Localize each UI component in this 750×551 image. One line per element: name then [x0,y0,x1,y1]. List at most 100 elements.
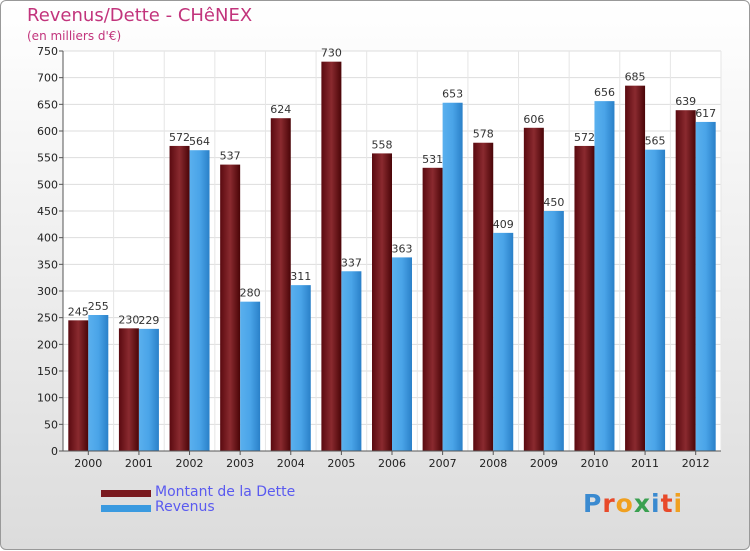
bar-revenus-2012 [695,121,716,451]
y-tick-label: 200 [37,338,58,351]
bar-dette-2007 [422,167,443,452]
x-tick-label: 2001 [125,457,153,470]
data-label-revenus-2007: 653 [442,88,463,101]
bar-revenus-2010 [594,101,615,451]
data-label-revenus-2009: 450 [543,196,564,209]
data-label-dette-2008: 578 [473,128,494,141]
y-tick-label: 50 [44,418,58,431]
bars [68,61,716,452]
data-label-revenus-2006: 363 [392,242,413,255]
y-tick-label: 300 [37,285,58,298]
x-tick-label: 2008 [479,457,507,470]
bar-dette-2001 [118,328,139,451]
bar-revenus-2011 [645,149,666,451]
y-tick-label: 450 [37,205,58,218]
data-label-dette-2010: 572 [574,131,595,144]
bar-dette-2006 [372,153,392,451]
data-label-dette-2002: 572 [169,131,190,144]
y-tick-label: 100 [37,392,58,405]
data-label-revenus-2010: 656 [594,86,615,99]
data-label-dette-2005: 730 [321,47,342,60]
x-tick-label: 2012 [682,457,710,470]
data-label-revenus-2012: 617 [695,107,716,120]
data-label-dette-2007: 531 [422,153,443,166]
x-tick-label: 2005 [327,457,355,470]
data-label-dette-2003: 537 [220,150,241,163]
data-label-dette-2000: 245 [68,305,89,318]
data-label-dette-2009: 606 [523,113,544,126]
bar-dette-2008 [473,142,494,451]
data-label-dette-2001: 230 [118,313,139,326]
bar-dette-2005 [321,61,342,452]
bar-revenus-2007 [442,102,463,451]
logo-letter: i [651,489,661,518]
bar-revenus-2003 [240,301,261,451]
y-tick-label: 700 [37,72,58,85]
data-label-revenus-2005: 337 [341,256,362,269]
data-label-revenus-2001: 229 [138,314,159,327]
proxiti-logo: Proxiti [583,489,683,518]
bar-revenus-2006 [392,257,412,451]
chart-subtitle: (en milliers d'€) [27,29,122,43]
y-tick-label: 600 [37,125,58,138]
y-tick-label: 0 [51,445,58,458]
chart-title: Revenus/Dette - CHêNEX [27,5,253,26]
y-tick-label: 150 [37,365,58,378]
bar-dette-2011 [625,85,646,452]
x-tick-label: 2010 [580,457,608,470]
x-tick-label: 2002 [176,457,204,470]
logo-letter: t [660,489,674,518]
bar-revenus-2005 [341,271,362,451]
bar-revenus-2008 [493,232,514,451]
data-label-revenus-2000: 255 [88,300,109,313]
x-tick-label: 2011 [631,457,659,470]
x-tick-label: 2004 [277,457,305,470]
bar-revenus-2002 [189,150,210,451]
logo-letter: r [602,489,616,518]
data-label-revenus-2011: 565 [645,135,666,148]
axes: 0 50 100 150 200 250 300 350 400 450 500 550 600 650 7… [37,45,721,470]
y-tick-label: 750 [37,45,58,58]
x-tick-label: 2003 [226,457,254,470]
legend-label-dette: Montant de la Dette [155,484,296,500]
x-tick-label: 2006 [378,457,406,470]
x-tick-label: 2000 [74,457,102,470]
x-tick-label: 2009 [530,457,558,470]
legend-swatch-dette [101,490,151,497]
logo-letter: P [583,489,603,518]
data-label-dette-2004: 624 [270,103,291,116]
y-tick-label: 400 [37,232,58,245]
y-tick-label: 350 [37,258,58,271]
data-label-dette-2011: 685 [625,71,646,84]
bar-dette-2012 [675,110,696,451]
bar-dette-2004 [270,118,291,451]
bar-dette-2003 [220,164,241,451]
x-tick-label: 2007 [429,457,457,470]
data-label-dette-2006: 558 [372,138,393,151]
data-label-revenus-2003: 280 [240,287,261,300]
bar-revenus-2004 [290,285,311,451]
bar-dette-2002 [169,145,190,451]
data-label-revenus-2008: 409 [493,218,514,231]
bar-dette-2000 [68,320,89,451]
y-tick-label: 250 [37,312,58,325]
data-label-dette-2012: 639 [675,95,696,108]
legend-label-revenus: Revenus [155,499,215,515]
bar-revenus-2009 [543,211,564,451]
bar-dette-2009 [523,127,544,452]
bar-revenus-2000 [88,315,109,451]
logo-letter: o [615,489,634,518]
y-tick-label: 650 [37,98,58,111]
data-label-revenus-2004: 311 [290,270,311,283]
y-tick-label: 500 [37,178,58,191]
logo-letter: x [633,489,651,518]
legend-swatch-revenus [101,505,151,512]
y-tick-label: 550 [37,152,58,165]
data-label-revenus-2002: 564 [189,135,210,148]
bar-revenus-2001 [138,328,159,451]
logo-letter: i [673,489,684,518]
bar-dette-2010 [574,145,595,451]
